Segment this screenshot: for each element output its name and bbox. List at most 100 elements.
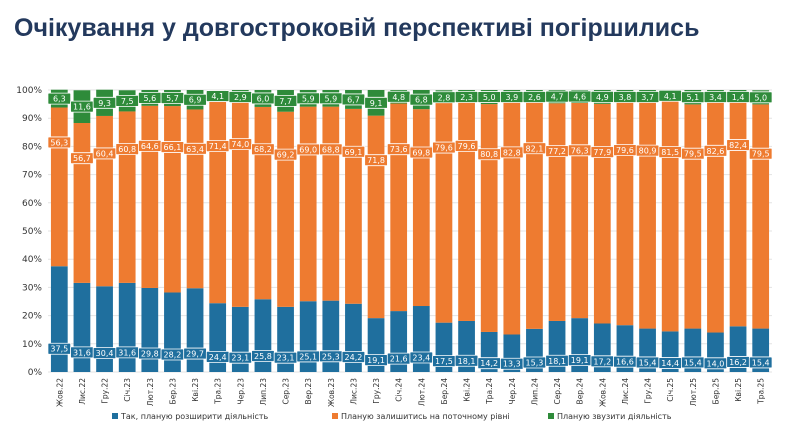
data-label: 79,5	[684, 150, 702, 159]
data-label: 6,0	[257, 94, 270, 103]
data-label: 31,6	[118, 348, 136, 357]
data-label: 80,9	[639, 147, 657, 156]
data-label-box	[748, 91, 773, 104]
bar-segment	[458, 96, 475, 321]
data-label: 60,8	[118, 145, 136, 154]
data-label: 69,8	[412, 148, 430, 157]
data-label: 82,8	[503, 148, 521, 157]
data-label-box	[703, 144, 728, 157]
x-tick-label: Січ.23	[123, 378, 132, 402]
data-label: 71,8	[367, 156, 385, 165]
bar-segment	[50, 107, 68, 267]
bar-segment	[367, 115, 385, 319]
data-label: 3,8	[619, 93, 632, 102]
data-label: 24,2	[345, 353, 363, 362]
data-label-box	[364, 154, 388, 167]
data-label: 79,6	[616, 146, 634, 155]
x-tick-label: Лют.24	[417, 378, 426, 406]
data-label: 19,1	[367, 356, 385, 365]
legend-swatch	[548, 413, 554, 419]
x-tick-label: Чер.23	[236, 378, 245, 405]
data-label: 6,7	[347, 95, 360, 104]
legend-label: Планую звузити діяльність	[557, 412, 672, 421]
bar-segment	[661, 101, 679, 332]
data-label: 79,6	[458, 142, 476, 151]
bar-segment	[480, 104, 498, 332]
x-tick-label: Жов.22	[55, 378, 64, 407]
data-label: 81,5	[661, 148, 679, 157]
x-tick-label: Жов.24	[598, 378, 607, 407]
data-label: 56,3	[50, 138, 68, 147]
data-label: 5,9	[324, 94, 337, 103]
bar-segment	[96, 286, 113, 372]
data-label: 23,1	[231, 354, 249, 363]
legend-label: Планую залишитись на поточному рівні	[341, 412, 510, 421]
data-label: 4,7	[551, 93, 564, 102]
data-label: 4,1	[211, 92, 224, 101]
bar-segment	[684, 104, 702, 329]
data-label: 9,1	[370, 99, 383, 108]
data-label: 5,7	[166, 94, 179, 103]
bar-segment	[503, 100, 521, 335]
data-label: 69,2	[277, 151, 295, 160]
data-label: 5,9	[302, 94, 315, 103]
bar-segment	[345, 108, 362, 304]
x-tick-label: Лют.23	[146, 378, 155, 406]
x-tick-label: Лют.25	[689, 378, 698, 406]
data-label: 16,6	[616, 358, 634, 367]
data-label: 79,6	[435, 144, 453, 153]
y-tick-label: 60%	[22, 199, 42, 209]
data-label: 6,8	[415, 96, 428, 105]
data-label: 64,6	[141, 142, 159, 151]
data-label: 60,4	[96, 149, 114, 158]
data-label-box	[341, 145, 366, 158]
data-label-box	[726, 139, 750, 151]
page-title: Очікування у довгостроковій перспективі …	[14, 14, 700, 42]
data-label: 29,8	[141, 350, 159, 359]
data-label: 11,6	[73, 103, 91, 112]
bar-segment	[412, 109, 430, 307]
data-label: 6,9	[189, 96, 202, 105]
data-label: 77,2	[548, 147, 566, 156]
data-label: 18,1	[458, 357, 476, 366]
data-label: 25,1	[299, 352, 317, 361]
x-axis: Жов.22 Лис.22 Гру.22 Січ.23 Лют.23 Бер.23 Кві.…	[55, 378, 765, 407]
data-label: 3,9	[505, 93, 518, 102]
bar-segment	[299, 106, 317, 302]
x-tick-label: Вер.24	[576, 378, 585, 405]
data-label: 68,2	[254, 145, 272, 154]
x-tick-label: Тра.24	[485, 378, 494, 405]
bar-segment	[435, 98, 453, 323]
x-tick-label: Лип.24	[530, 378, 539, 406]
data-labels: 37,5 56,3 6,3 31,6 56,7 11,6 30,4 60,4 9,3 31,6 60…	[47, 89, 773, 370]
bar-segment	[50, 266, 68, 372]
legend-swatch	[332, 413, 338, 419]
x-tick-label: Тра.23	[214, 378, 223, 405]
bar-segment	[707, 99, 724, 333]
bar-segment	[526, 97, 543, 329]
bar-segment	[639, 100, 656, 329]
data-label: 5,1	[686, 93, 699, 102]
legend: Так, планую розширити діяльність Планую з…	[112, 412, 672, 421]
data-label: 18,1	[548, 357, 566, 366]
data-label: 13,3	[503, 360, 521, 369]
x-tick-label: Бер.23	[168, 378, 177, 405]
data-label: 71,4	[209, 142, 227, 151]
data-label-box	[454, 139, 479, 152]
data-label: 6,3	[53, 95, 66, 104]
x-tick-label: Гру.22	[101, 378, 110, 404]
y-tick-label: 40%	[22, 255, 42, 265]
data-label: 21,6	[390, 355, 408, 364]
data-label: 5,0	[754, 93, 767, 102]
data-label: 17,5	[435, 357, 453, 366]
data-label: 2,3	[460, 93, 473, 102]
x-tick-label: Сер.24	[553, 378, 562, 405]
data-label-box	[364, 96, 388, 109]
y-tick-label: 70%	[22, 171, 42, 181]
bar-segment	[752, 104, 770, 329]
x-tick-label: Січ.25	[666, 378, 675, 402]
data-label: 79,5	[752, 150, 770, 159]
x-tick-label: Вер.23	[304, 378, 313, 405]
data-label: 31,6	[73, 348, 91, 357]
data-label: 7,5	[121, 97, 134, 106]
